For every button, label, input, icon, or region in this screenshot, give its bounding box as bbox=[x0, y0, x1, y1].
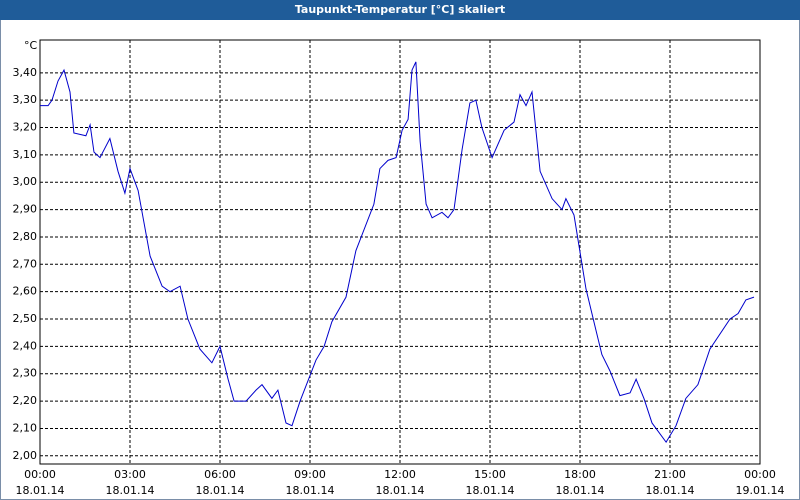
x-tick-label: 18.01.14 bbox=[466, 484, 515, 497]
x-tick-label: 18.01.14 bbox=[286, 484, 335, 497]
x-tick-label: 21:00 bbox=[654, 468, 686, 481]
data-line bbox=[40, 61, 755, 444]
y-tick-label: 3,00 bbox=[13, 175, 38, 188]
x-tick-label: 19.01.14 bbox=[736, 484, 785, 497]
y-tick-label: 2,60 bbox=[13, 285, 38, 298]
x-tick-label: 18.01.14 bbox=[376, 484, 425, 497]
chart-title: Taupunkt-Temperatur [°C] skaliert bbox=[295, 3, 505, 16]
x-tick-label: 18.01.14 bbox=[106, 484, 155, 497]
x-tick-label: 15:00 bbox=[474, 468, 506, 481]
y-tick-label: 2,00 bbox=[13, 449, 38, 462]
x-tick-label: 18:00 bbox=[564, 468, 596, 481]
y-tick-label: 2,30 bbox=[13, 367, 38, 380]
x-tick-label: 03:00 bbox=[114, 468, 146, 481]
y-tick-label: 3,10 bbox=[13, 148, 38, 161]
y-tick-label: 2,50 bbox=[13, 312, 38, 325]
x-tick-label: 00:00 bbox=[24, 468, 56, 481]
x-tick-label: 18.01.14 bbox=[16, 484, 65, 497]
y-tick-label: 2,80 bbox=[13, 230, 38, 243]
y-tick-label: 2,40 bbox=[13, 339, 38, 352]
x-tick-label: 18.01.14 bbox=[196, 484, 245, 497]
x-tick-label: 06:00 bbox=[204, 468, 236, 481]
title-bar bbox=[0, 0, 800, 20]
y-tick-label: 3,20 bbox=[13, 121, 38, 134]
x-tick-label: 18.01.14 bbox=[646, 484, 695, 497]
y-tick-label: 2,20 bbox=[13, 394, 38, 407]
y-tick-label: 2,90 bbox=[13, 203, 38, 216]
x-tick-label: 09:00 bbox=[294, 468, 326, 481]
y-tick-label: 3,30 bbox=[13, 93, 38, 106]
x-tick-label: 00:00 bbox=[744, 468, 776, 481]
y-tick-label: 3,40 bbox=[13, 66, 38, 79]
y-tick-label: 2,70 bbox=[13, 257, 38, 270]
x-tick-label: 18.01.14 bbox=[556, 484, 605, 497]
y-unit: °C bbox=[24, 39, 38, 52]
x-tick-label: 12:00 bbox=[384, 468, 416, 481]
y-tick-label: 2,10 bbox=[13, 421, 38, 434]
